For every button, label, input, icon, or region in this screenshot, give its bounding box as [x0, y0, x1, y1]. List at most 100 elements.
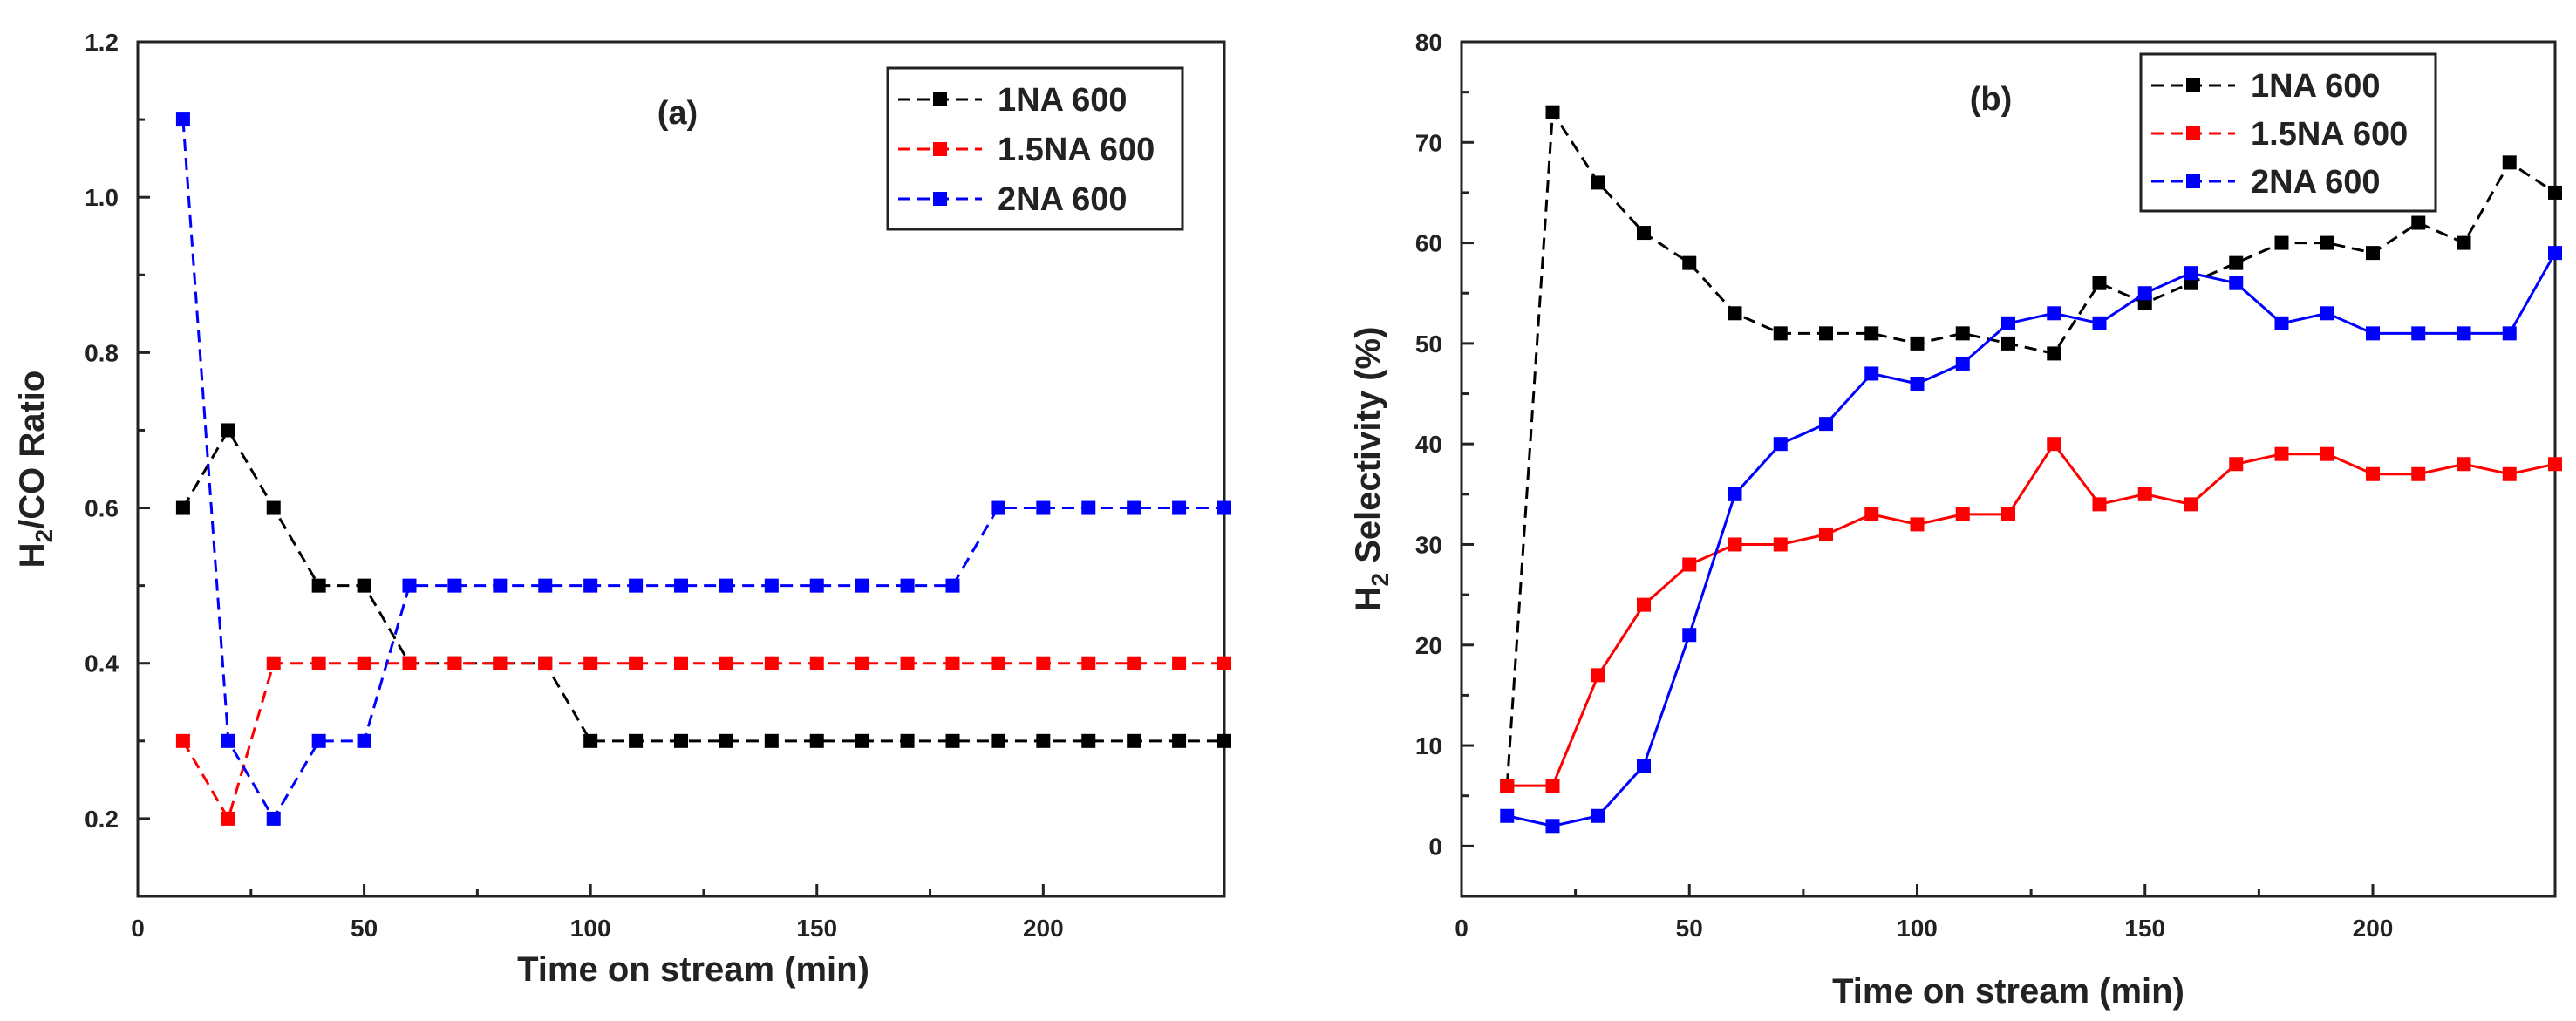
data-point [2229, 255, 2244, 270]
series-line [181, 119, 1224, 821]
data-point [1637, 226, 1651, 241]
legend-marker [2186, 126, 2200, 140]
data-point [945, 578, 960, 593]
data-point [2092, 497, 2107, 512]
y-tick-label: 10 [1415, 732, 1442, 759]
y-tick-label: 0.6 [85, 495, 119, 522]
x-tick-label: 200 [1023, 915, 1064, 942]
data-point [311, 733, 326, 748]
data-point [809, 733, 824, 748]
data-point [357, 656, 371, 670]
data-point [357, 733, 371, 748]
data-point [1591, 808, 1605, 823]
data-point [674, 733, 688, 748]
data-point [945, 733, 960, 748]
data-point [1728, 537, 1742, 552]
legend-label: 1.5NA 600 [2251, 116, 2408, 153]
data-point [945, 656, 960, 670]
data-point [2092, 276, 2107, 290]
data-point [583, 656, 598, 670]
legend-label: 1NA 600 [998, 82, 1128, 119]
data-point [629, 733, 644, 748]
data-point [2184, 497, 2198, 512]
series-line [181, 427, 1224, 743]
data-point [538, 578, 553, 593]
data-point [1773, 437, 1788, 452]
y-tick-label: 30 [1415, 531, 1442, 558]
data-point [402, 578, 417, 593]
x-tick-label: 0 [1455, 915, 1469, 942]
data-point [2092, 316, 2107, 330]
legend-marker [933, 142, 947, 156]
x-tick-label: 100 [570, 915, 611, 942]
data-point [1500, 779, 1515, 793]
x-axis-title: Time on stream (min) [517, 950, 869, 989]
data-point [311, 656, 326, 670]
data-point [2137, 286, 2152, 301]
data-point [809, 578, 824, 593]
x-tick-label: 200 [2353, 915, 2394, 942]
y-tick-label: 20 [1415, 632, 1442, 659]
data-point [2229, 457, 2244, 472]
x-tick-label: 100 [1897, 915, 1938, 942]
data-point [2047, 346, 2061, 361]
y-tick-label: 70 [1415, 129, 1442, 156]
data-point [1591, 175, 1605, 190]
data-point [1728, 306, 1742, 321]
y-tick-label: 80 [1415, 29, 1442, 56]
data-point [583, 578, 598, 593]
data-point [2457, 235, 2471, 250]
data-point [2502, 466, 2517, 481]
data-point [2411, 326, 2426, 341]
panel-label: (a) [658, 95, 698, 132]
legend-label: 2NA 600 [998, 181, 1128, 218]
data-point [1773, 537, 1788, 552]
data-point [2548, 185, 2562, 200]
y-tick-label: 0.8 [85, 339, 119, 366]
legend-marker [933, 92, 947, 106]
y-axis-title: H2/CO Ratio [13, 371, 58, 568]
data-point [1500, 808, 1515, 823]
data-point [357, 578, 371, 593]
data-point [2366, 326, 2380, 341]
data-point [2001, 336, 2015, 351]
data-point [1127, 656, 1141, 670]
series-line [1505, 108, 2556, 786]
data-point [1955, 507, 1970, 521]
y-axis-title: H2 Selectivity (%) [1349, 327, 1394, 612]
data-point [2457, 326, 2471, 341]
data-point [1591, 668, 1605, 683]
data-point [674, 578, 688, 593]
data-point [1910, 336, 1925, 351]
series-line [1506, 252, 2557, 827]
data-point [175, 500, 190, 515]
legend: 1NA 600 1.5NA 600 2NA 600 [2139, 52, 2437, 213]
data-point [1682, 628, 1697, 643]
data-point [900, 578, 915, 593]
data-point [764, 733, 779, 748]
data-point [629, 578, 644, 593]
data-point [1036, 733, 1051, 748]
data-point [900, 733, 915, 748]
data-point [1819, 527, 1833, 541]
data-point [2229, 276, 2244, 290]
data-point [991, 500, 1005, 515]
data-point [855, 733, 869, 748]
data-point [447, 578, 462, 593]
data-point [719, 656, 733, 670]
data-point [2274, 235, 2289, 250]
data-point [1172, 500, 1187, 515]
x-tick-label: 150 [796, 915, 837, 942]
data-point [447, 656, 462, 670]
data-point [2366, 466, 2380, 481]
x-tick-label: 50 [351, 915, 378, 942]
y-tick-label: 60 [1415, 230, 1442, 257]
data-point [764, 656, 779, 670]
data-point [1819, 417, 1833, 432]
data-point [266, 500, 281, 515]
data-point [493, 656, 508, 670]
legend-marker [933, 192, 947, 206]
data-point [855, 578, 869, 593]
data-point [2548, 457, 2562, 472]
data-point [1127, 733, 1141, 748]
